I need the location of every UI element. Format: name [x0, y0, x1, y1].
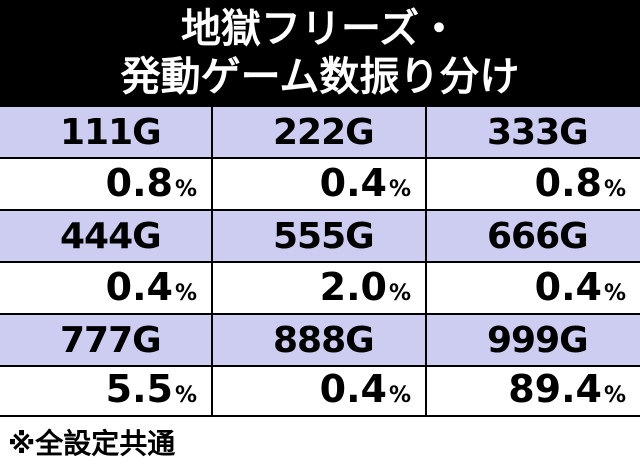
percent-unit: %: [603, 383, 626, 408]
rate-cell: 0.8%: [0, 159, 213, 211]
game-count-cell: 999G: [427, 315, 640, 367]
rate-cell: 0.4%: [427, 263, 640, 315]
rate-value: 2.0: [319, 265, 387, 309]
distribution-table: 111G 222G 333G 0.8% 0.4% 0.8% 444G 555G …: [0, 107, 640, 417]
game-count: 999G: [487, 320, 589, 361]
percent-unit: %: [388, 281, 411, 306]
rate-value: 0.4: [319, 161, 387, 205]
title-banner: 地獄フリーズ・ 発動ゲーム数振り分け: [0, 0, 640, 107]
rate-value: 0.4: [534, 265, 602, 309]
percent-unit: %: [174, 177, 197, 202]
rate-cell: 0.4%: [213, 159, 427, 211]
game-count-cell: 666G: [427, 211, 640, 263]
percent-unit: %: [174, 383, 197, 408]
game-count: 888G: [273, 320, 375, 361]
game-count: 666G: [487, 216, 589, 257]
game-count-cell: 888G: [213, 315, 427, 367]
rate-value: 0.8: [105, 161, 173, 205]
game-count: 222G: [273, 112, 375, 153]
rate-cell: 5.5%: [0, 367, 213, 417]
game-count-cell: 555G: [213, 211, 427, 263]
rate-value: 5.5: [105, 367, 173, 411]
percent-unit: %: [603, 177, 626, 202]
rate-value: 0.4: [319, 367, 387, 411]
percent-unit: %: [388, 177, 411, 202]
rate-value: 0.8: [534, 161, 602, 205]
percent-unit: %: [174, 281, 197, 306]
title-line-1: 地獄フリーズ・: [181, 6, 459, 52]
game-count-cell: 222G: [213, 107, 427, 159]
game-count: 333G: [487, 112, 589, 153]
footnote: ※全設定共通: [8, 427, 176, 460]
game-count-cell: 111G: [0, 107, 213, 159]
game-count-cell: 444G: [0, 211, 213, 263]
percent-unit: %: [603, 281, 626, 306]
rate-cell: 0.8%: [427, 159, 640, 211]
rate-cell: 0.4%: [0, 263, 213, 315]
rate-value: 89.4: [508, 367, 602, 411]
rate-cell: 2.0%: [213, 263, 427, 315]
game-count: 444G: [60, 216, 162, 257]
rate-value: 0.4: [105, 265, 173, 309]
game-count: 111G: [60, 112, 162, 153]
rate-cell: 0.4%: [213, 367, 427, 417]
rate-cell: 89.4%: [427, 367, 640, 417]
percent-unit: %: [388, 383, 411, 408]
game-count-cell: 777G: [0, 315, 213, 367]
game-count-cell: 333G: [427, 107, 640, 159]
game-count: 777G: [60, 320, 162, 361]
title-line-2: 発動ゲーム数振り分け: [120, 54, 520, 100]
game-count: 555G: [273, 216, 375, 257]
